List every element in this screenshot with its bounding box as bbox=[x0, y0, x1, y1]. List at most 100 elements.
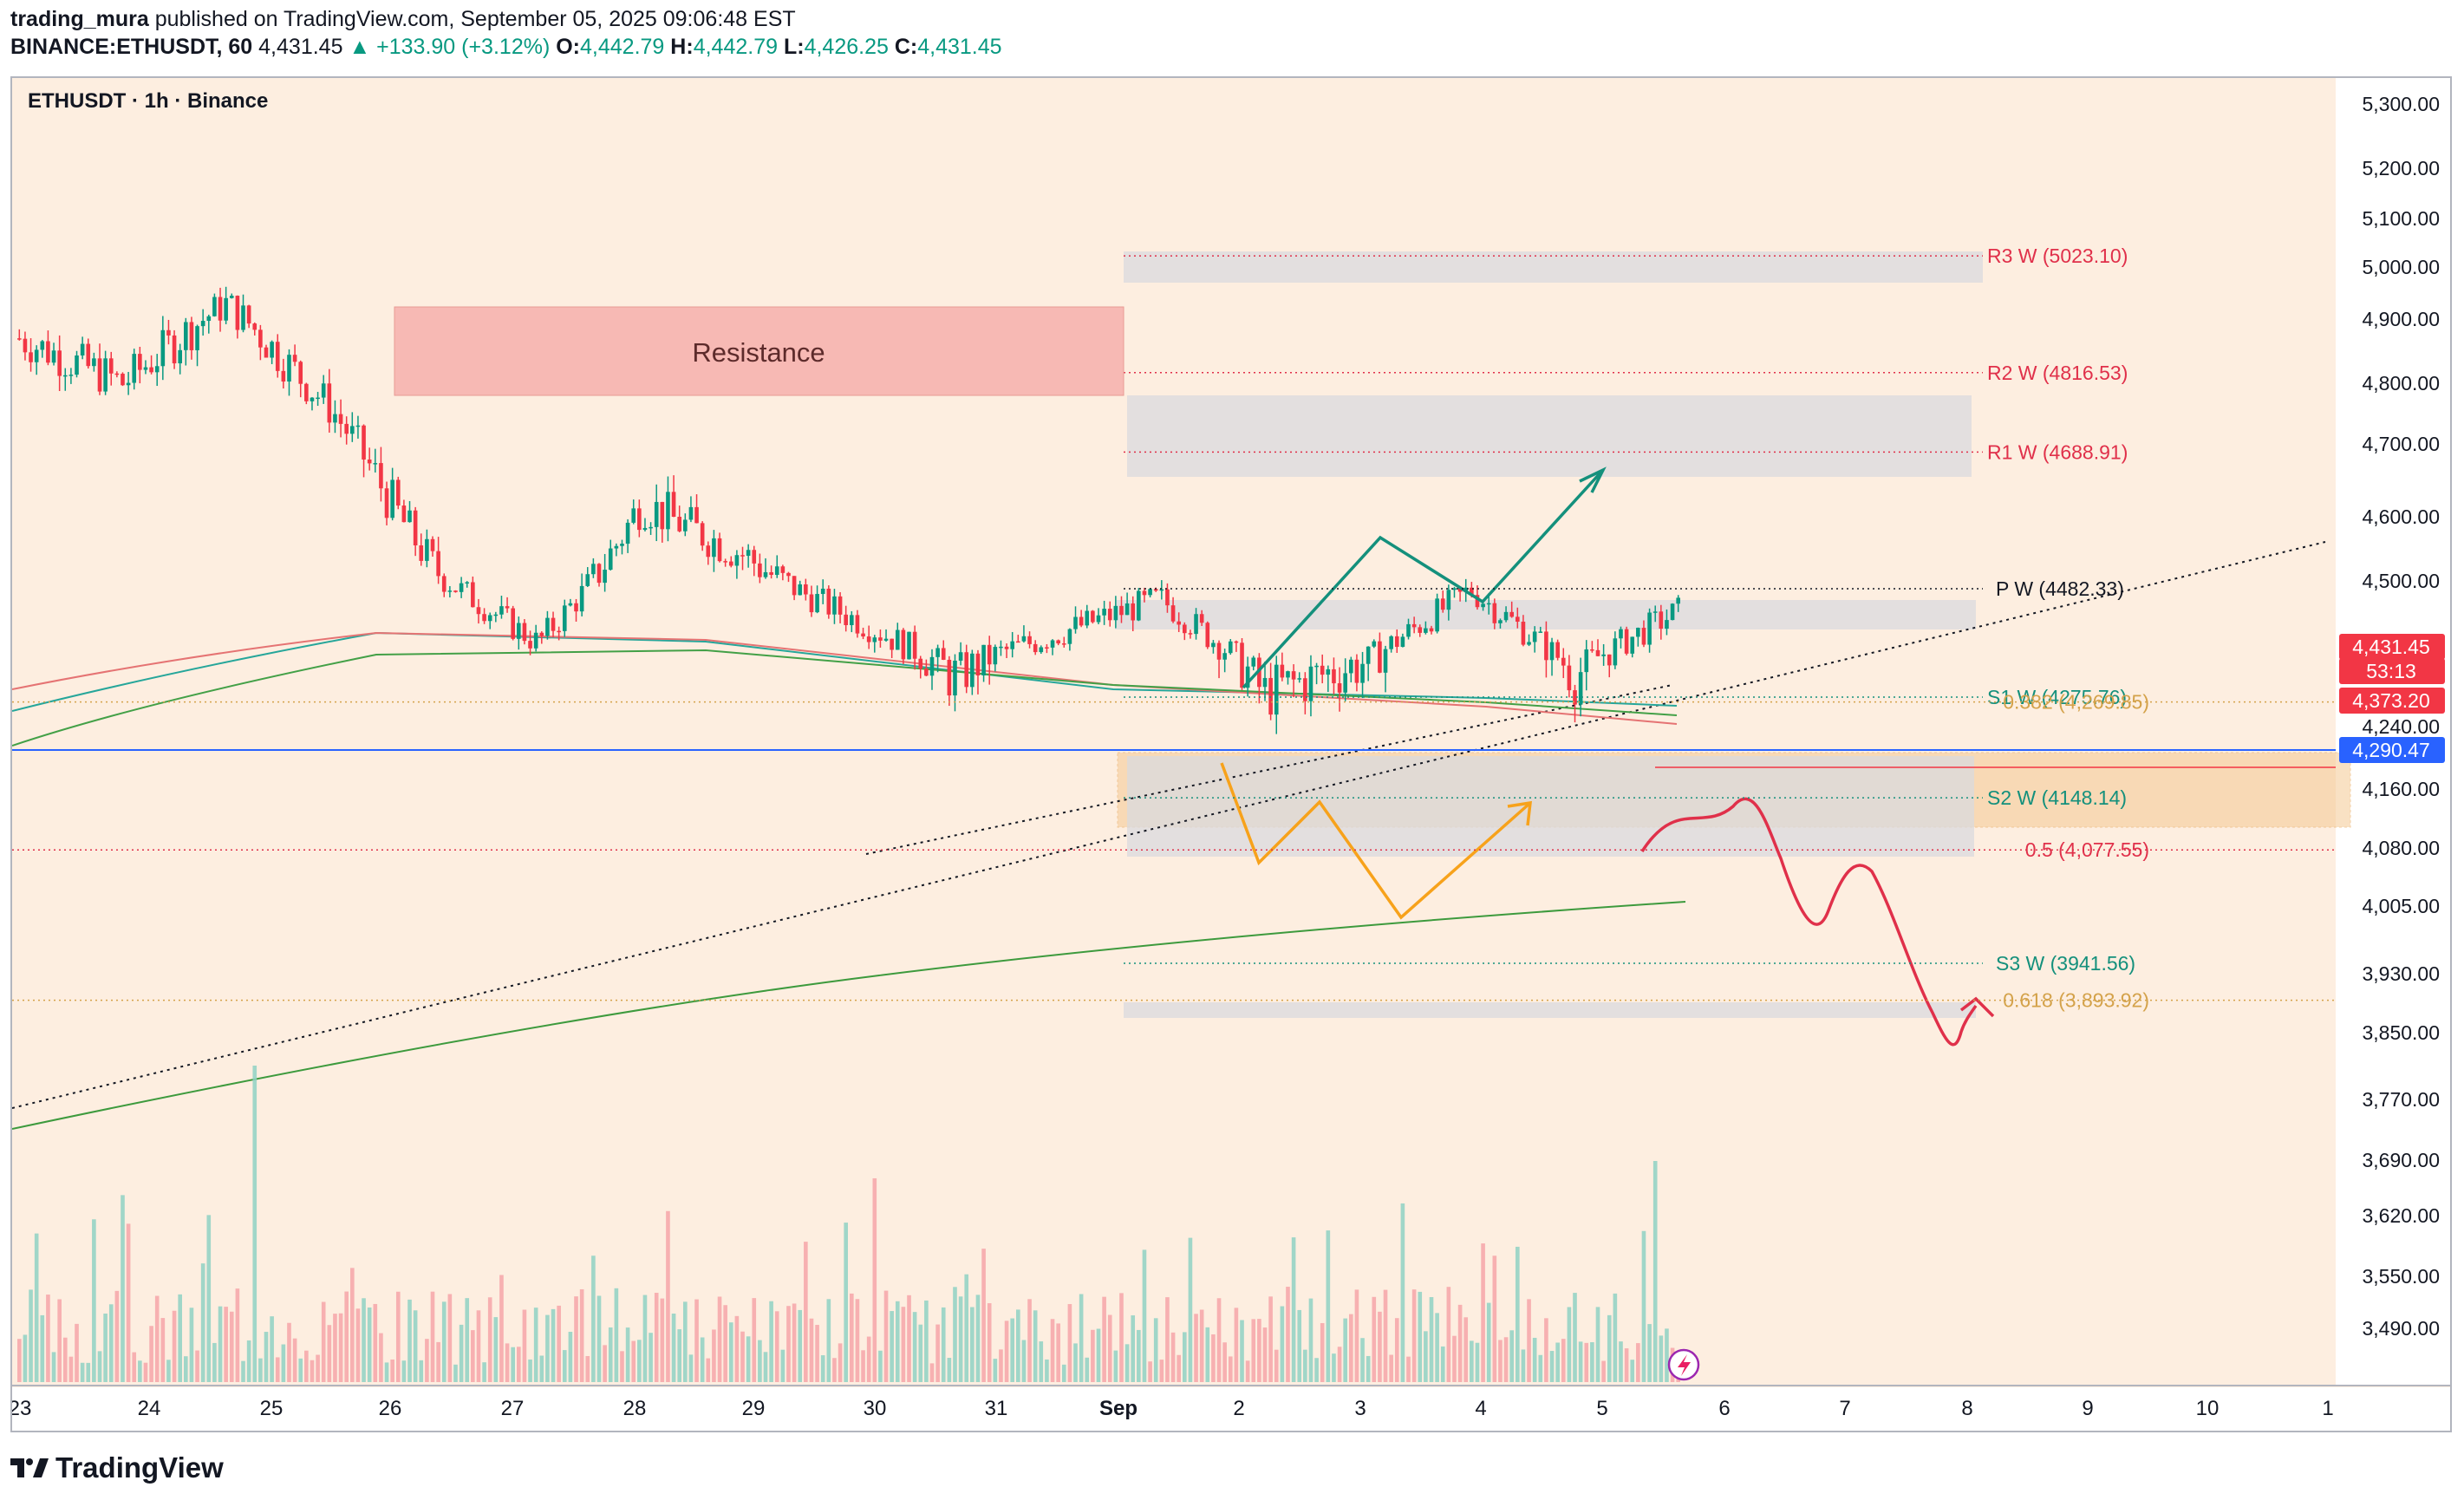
candle-body bbox=[1234, 641, 1239, 643]
candle-body bbox=[666, 492, 670, 530]
volume-bar bbox=[614, 1288, 619, 1382]
volume-bar bbox=[281, 1344, 286, 1382]
candle-body bbox=[465, 582, 470, 584]
long-moving-average[interactable] bbox=[11, 901, 1686, 1130]
pivot-zone-box[interactable] bbox=[1124, 251, 1983, 283]
candle-body bbox=[103, 358, 108, 392]
price-axis-area[interactable] bbox=[2336, 78, 2450, 1386]
pivot-zone-box[interactable] bbox=[1127, 756, 1974, 857]
volume-bar bbox=[1332, 1353, 1336, 1382]
volume-bar bbox=[895, 1301, 900, 1382]
candle-body bbox=[413, 510, 418, 545]
volume-bar bbox=[758, 1340, 762, 1382]
volume-bar bbox=[1378, 1311, 1382, 1382]
candle-body bbox=[218, 297, 223, 321]
support-price-label-bg[interactable] bbox=[2339, 737, 2445, 763]
candle-body bbox=[62, 375, 68, 377]
candle-body bbox=[138, 354, 142, 370]
ma-ribbon-green[interactable] bbox=[11, 649, 1678, 747]
countdown-label-bg[interactable] bbox=[2339, 658, 2445, 684]
bearish-orange-path[interactable] bbox=[1220, 762, 1532, 920]
candle-body bbox=[419, 545, 424, 561]
candle-body bbox=[395, 479, 401, 506]
candle-body bbox=[390, 479, 394, 518]
volume-bar bbox=[798, 1309, 803, 1382]
pivot-level-label: S2 W (4148.14) bbox=[1987, 786, 2127, 809]
resistance-label: Resistance bbox=[692, 337, 825, 368]
candle-body bbox=[1332, 668, 1336, 684]
volume-bar bbox=[832, 1358, 837, 1382]
time-tick-label: 1 bbox=[2322, 1397, 2333, 1420]
volume-bar bbox=[218, 1306, 223, 1382]
time-axis-area[interactable] bbox=[12, 1387, 2450, 1431]
volume-bar bbox=[258, 1358, 263, 1382]
pivot-zone-box[interactable] bbox=[1124, 1002, 1976, 1018]
volume-bar bbox=[1498, 1340, 1503, 1382]
volume-bar bbox=[557, 1305, 561, 1382]
candle-body bbox=[224, 297, 228, 321]
volume-bar bbox=[918, 1324, 923, 1382]
candle-body bbox=[407, 510, 412, 523]
volume-bar bbox=[172, 1310, 177, 1382]
pivot-zone-box[interactable] bbox=[1115, 600, 1976, 629]
bearish-red-path[interactable] bbox=[1640, 797, 1978, 1047]
candle-body bbox=[918, 658, 923, 669]
volume-bar bbox=[1073, 1343, 1078, 1382]
candle-body bbox=[1521, 622, 1526, 645]
tradingview-logo[interactable]: TradingView bbox=[10, 1451, 224, 1484]
volume-bar bbox=[51, 1352, 56, 1382]
volume-bar bbox=[872, 1177, 877, 1382]
ma-ribbon-red[interactable] bbox=[11, 631, 1678, 725]
candle-body bbox=[1590, 649, 1594, 651]
volume-bar bbox=[850, 1293, 854, 1382]
volume-bar bbox=[1652, 1161, 1658, 1382]
time-tick-label: 30 bbox=[864, 1397, 887, 1420]
price-chart[interactable]: R3 W (5023.10) R2 W (4816.53) R1 W (4688.9… bbox=[9, 78, 2450, 1431]
volume-bar bbox=[809, 1318, 814, 1382]
volume-bar bbox=[355, 1308, 361, 1382]
bullish-projection-path[interactable] bbox=[1242, 468, 1605, 689]
candle-body bbox=[820, 588, 825, 595]
candle-body bbox=[459, 583, 464, 592]
ascending-trendline[interactable] bbox=[11, 541, 2326, 1109]
volume-bar bbox=[568, 1332, 573, 1382]
candle-body bbox=[1555, 642, 1560, 658]
current-price-label-bg[interactable] bbox=[2339, 634, 2445, 660]
candle-body bbox=[901, 629, 906, 660]
volume-bar bbox=[746, 1336, 751, 1382]
volume-bar bbox=[671, 1313, 676, 1382]
volume-bar bbox=[901, 1307, 906, 1382]
orange-arrowhead[interactable] bbox=[1507, 800, 1533, 826]
pivot-zone-box[interactable] bbox=[1127, 395, 1972, 477]
candle-body bbox=[447, 590, 453, 592]
candle-body bbox=[121, 374, 125, 386]
volume-bar bbox=[712, 1329, 716, 1382]
chart-frame[interactable]: R3 W (5023.10) R2 W (4816.53) R1 W (4688.9… bbox=[9, 76, 2452, 1432]
lightning-icon[interactable] bbox=[1667, 1348, 1700, 1381]
volume-bar bbox=[734, 1315, 740, 1382]
volume-bar bbox=[964, 1274, 969, 1382]
volume-bar bbox=[108, 1304, 114, 1382]
author-name[interactable]: trading_mura bbox=[10, 7, 149, 31]
ref-price-label-bg[interactable] bbox=[2339, 688, 2445, 714]
resistance-zone[interactable] bbox=[394, 306, 1124, 396]
candle-body bbox=[258, 329, 263, 348]
candle-body bbox=[292, 355, 297, 362]
candle-body bbox=[734, 555, 740, 566]
candle-body bbox=[241, 305, 245, 330]
candle-body bbox=[1067, 629, 1072, 644]
candle-body bbox=[1142, 590, 1147, 596]
bullish-arrowhead[interactable] bbox=[1579, 466, 1607, 493]
time-tick-label: 4 bbox=[1475, 1397, 1486, 1420]
candle-body bbox=[1400, 636, 1405, 648]
fib-level-label: 0.618 (3,893.92) bbox=[2003, 989, 2149, 1012]
volume-bar bbox=[350, 1268, 355, 1382]
candle-body bbox=[596, 564, 602, 584]
volume-bar bbox=[1303, 1349, 1307, 1382]
price-tick-label: 3,620.00 bbox=[2362, 1204, 2440, 1227]
volume-bar bbox=[367, 1308, 372, 1382]
candle-body bbox=[487, 615, 492, 622]
candle-body bbox=[40, 341, 45, 350]
red-arrowhead[interactable] bbox=[1959, 996, 1995, 1018]
candle-body bbox=[1630, 636, 1635, 654]
